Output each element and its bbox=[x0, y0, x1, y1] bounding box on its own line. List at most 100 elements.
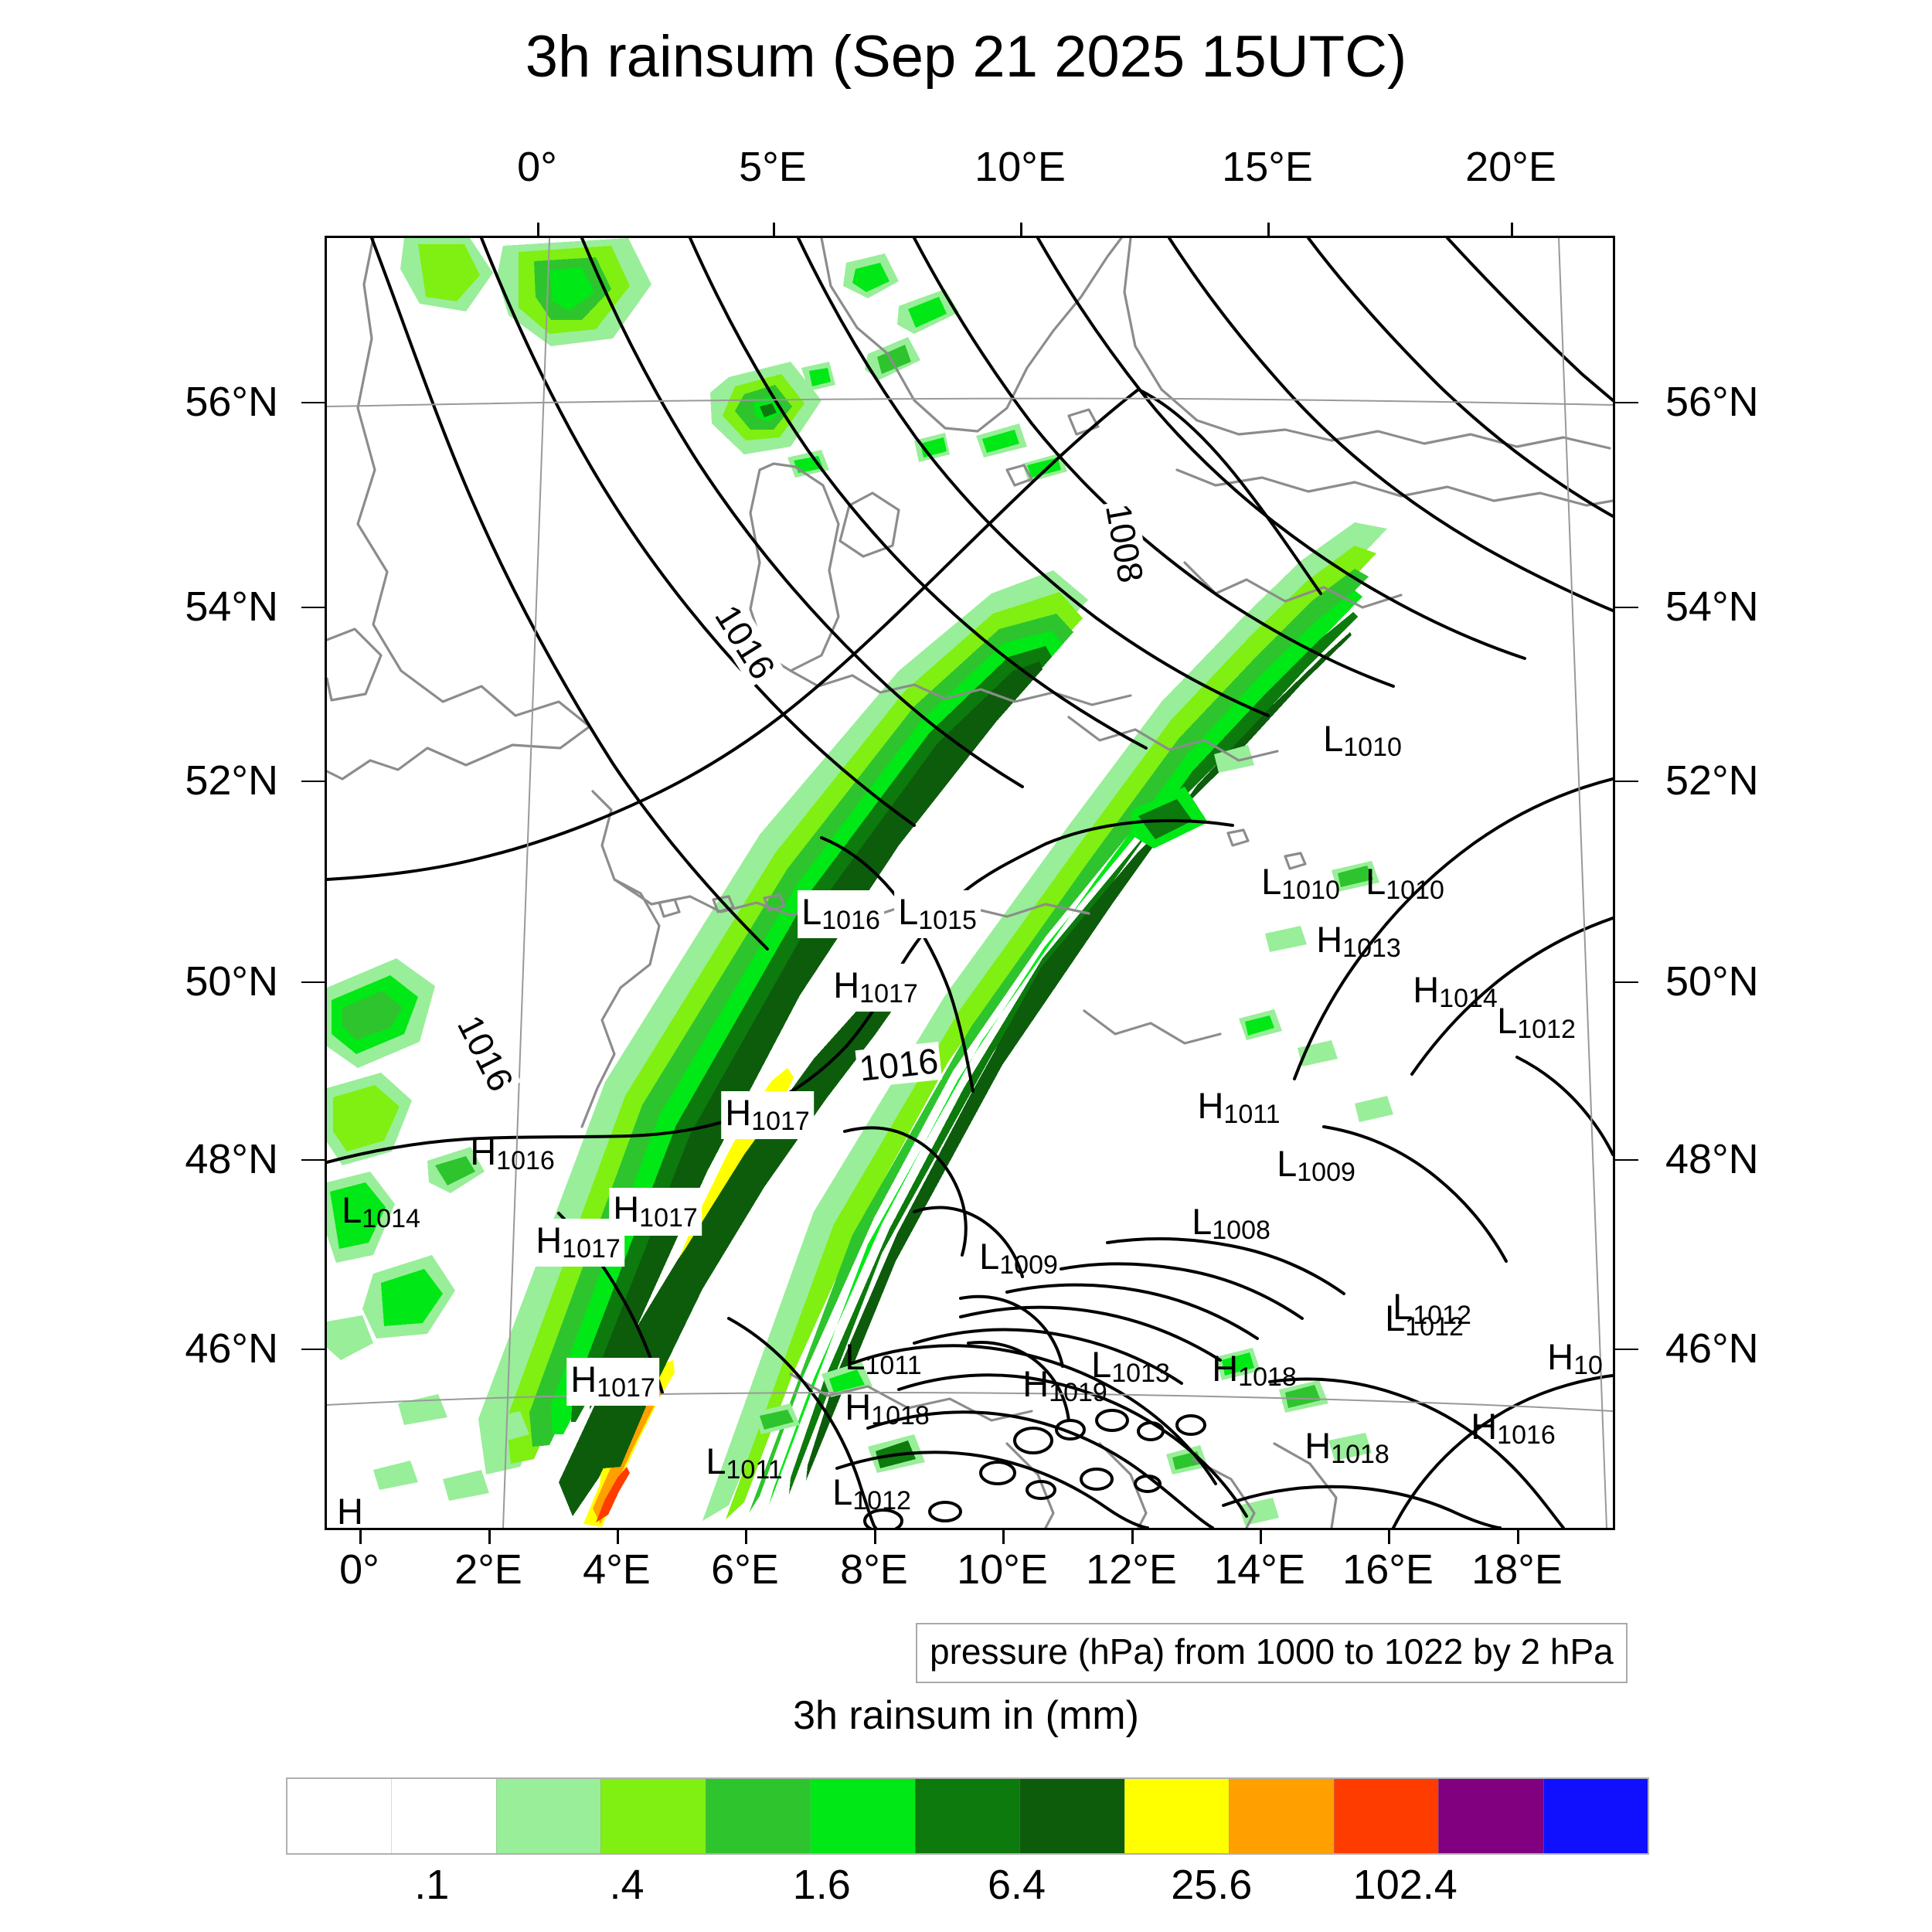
pressure-center-letter: L bbox=[1385, 1298, 1406, 1338]
lat-label-right-1: 54°N bbox=[1665, 583, 1759, 630]
pressure-center-value: 1017 bbox=[639, 1203, 698, 1233]
center-H-corner: H bbox=[337, 1491, 363, 1530]
lon-tick-bottom-5 bbox=[1002, 1530, 1005, 1544]
pressure-center-value: 1015 bbox=[918, 906, 977, 935]
pressure-center-value: 1009 bbox=[999, 1250, 1058, 1280]
colorbar-tick-2: 1.6 bbox=[792, 1862, 851, 1908]
lon-label-bottom-0: 0° bbox=[339, 1546, 379, 1593]
pressure-center-letter: H bbox=[1304, 1425, 1332, 1466]
center-L1015: L1015 bbox=[894, 890, 981, 938]
lat-tick-left-2 bbox=[301, 781, 325, 782]
coastlines-layer bbox=[327, 238, 1613, 1528]
pressure-center-letter: H bbox=[1471, 1406, 1498, 1447]
lat-label-left-0: 56°N bbox=[185, 379, 278, 425]
lon-tick-top-1 bbox=[773, 223, 775, 236]
pressure-center-value: 1009 bbox=[1297, 1158, 1355, 1187]
pressure-center-letter: L bbox=[1192, 1201, 1213, 1242]
lon-label-top-1: 5°E bbox=[739, 144, 807, 190]
lon-label-bottom-5: 10°E bbox=[957, 1546, 1048, 1593]
colorbar-cell-4 bbox=[705, 1779, 811, 1853]
lon-label-bottom-7: 14°E bbox=[1214, 1546, 1305, 1593]
colorbar-cell-3 bbox=[600, 1779, 706, 1853]
pressure-center-letter: H bbox=[1197, 1085, 1224, 1126]
lon-tick-top-4 bbox=[1511, 223, 1513, 236]
pressure-center-letter: H bbox=[1413, 969, 1440, 1010]
lat-label-left-2: 52°N bbox=[185, 757, 278, 804]
center-H1017-e: H1017 bbox=[566, 1358, 659, 1406]
colorbar-tick-1: .4 bbox=[609, 1862, 645, 1908]
pressure-center-value: 10 bbox=[1573, 1351, 1603, 1380]
center-L1012-c: L1012 bbox=[1385, 1300, 1464, 1340]
colorbar-cell-12 bbox=[1543, 1779, 1648, 1853]
center-H1018-a: H1018 bbox=[1212, 1350, 1297, 1390]
center-L1008: L1008 bbox=[1192, 1203, 1270, 1243]
isobar-label-1016-c: 1016 bbox=[855, 1040, 943, 1089]
colorbar-caption: 3h rainsum in (mm) bbox=[793, 1693, 1139, 1738]
center-L1013: L1013 bbox=[1091, 1346, 1170, 1386]
pressure-center-letter: H bbox=[845, 1386, 872, 1427]
lon-label-top-4: 20°E bbox=[1465, 144, 1556, 190]
colorbar-cell-2 bbox=[495, 1779, 601, 1853]
pressure-center-value: 1010 bbox=[1343, 733, 1402, 762]
lon-tick-bottom-6 bbox=[1131, 1530, 1134, 1544]
pressure-center-letter: L bbox=[979, 1236, 1000, 1277]
colorbar-cell-7 bbox=[1019, 1779, 1124, 1853]
pressure-center-value: 1013 bbox=[1111, 1359, 1170, 1388]
isobar-contours bbox=[327, 238, 1613, 1528]
page-title: 3h rainsum (Sep 21 2025 15UTC) bbox=[525, 24, 1407, 90]
colorbar-cell-9 bbox=[1229, 1779, 1334, 1853]
pressure-legend-box: pressure (hPa) from 1000 to 1022 by 2 hP… bbox=[916, 1623, 1628, 1683]
center-L1016: L1016 bbox=[798, 890, 884, 938]
pressure-center-value: 1012 bbox=[1413, 1301, 1471, 1330]
pressure-center-letter: H bbox=[536, 1219, 563, 1260]
colorbar-cell-5 bbox=[810, 1779, 915, 1853]
pressure-center-letter: L bbox=[832, 1471, 853, 1512]
lon-tick-bottom-0 bbox=[359, 1530, 362, 1544]
lon-tick-top-3 bbox=[1267, 223, 1270, 236]
lat-label-right-0: 56°N bbox=[1665, 379, 1759, 425]
colorbar-cell-6 bbox=[914, 1779, 1020, 1853]
center-H1016-b: H1016 bbox=[1471, 1408, 1556, 1448]
center-H1016: H1016 bbox=[470, 1134, 555, 1174]
pressure-center-value: 1018 bbox=[1238, 1362, 1297, 1392]
lon-label-bottom-8: 16°E bbox=[1342, 1546, 1434, 1593]
pressure-center-value: 1016 bbox=[821, 906, 880, 935]
colorbar-tick-0: .1 bbox=[414, 1862, 450, 1908]
pressure-center-letter: L bbox=[342, 1189, 362, 1230]
lat-label-right-5: 46°N bbox=[1665, 1325, 1759, 1372]
center-H1017-b: H1017 bbox=[721, 1091, 814, 1139]
lon-tick-top-0 bbox=[537, 223, 539, 236]
pressure-center-value: 1017 bbox=[562, 1234, 621, 1264]
pressure-center-letter: H bbox=[1316, 919, 1343, 960]
center-L1012-b: L1012 bbox=[1393, 1288, 1471, 1328]
center-L1010-b: L1010 bbox=[1261, 863, 1340, 903]
lon-tick-bottom-7 bbox=[1260, 1530, 1262, 1544]
pressure-center-value: 1013 bbox=[1342, 934, 1401, 963]
center-H1017-a: H1017 bbox=[829, 964, 922, 1012]
lon-tick-bottom-3 bbox=[745, 1530, 747, 1544]
colorbar-cell-8 bbox=[1124, 1779, 1230, 1853]
pressure-center-letter: H bbox=[1212, 1348, 1239, 1389]
lat-label-left-5: 46°N bbox=[185, 1325, 278, 1372]
lon-tick-top-2 bbox=[1020, 223, 1022, 236]
lat-tick-left-0 bbox=[301, 402, 325, 403]
pressure-center-letter: L bbox=[1497, 1000, 1518, 1041]
pressure-center-value: 1019 bbox=[1049, 1378, 1107, 1407]
lat-label-left-3: 50°N bbox=[185, 958, 278, 1005]
pressure-center-value: 1008 bbox=[1212, 1216, 1270, 1245]
lon-label-top-0: 0° bbox=[517, 144, 557, 190]
colorbar-tick-5: 102.4 bbox=[1352, 1862, 1458, 1908]
pressure-center-letter: H bbox=[1547, 1336, 1574, 1377]
center-L1012-d: L1012 bbox=[832, 1474, 911, 1514]
center-H1014: H1014 bbox=[1413, 971, 1498, 1012]
pressure-center-value: 1014 bbox=[1439, 984, 1498, 1013]
lat-tick-left-4 bbox=[301, 1159, 325, 1161]
pressure-center-letter: H bbox=[337, 1491, 363, 1530]
pressure-center-value: 1012 bbox=[1517, 1015, 1576, 1044]
pressure-center-value: 1011 bbox=[1223, 1100, 1281, 1129]
lat-tick-left-5 bbox=[301, 1349, 325, 1350]
lat-label-left-4: 48°N bbox=[185, 1136, 278, 1182]
pressure-center-letter: L bbox=[898, 891, 919, 932]
center-H1017-c: H1017 bbox=[609, 1188, 702, 1236]
pressure-center-value: 1017 bbox=[751, 1107, 810, 1136]
